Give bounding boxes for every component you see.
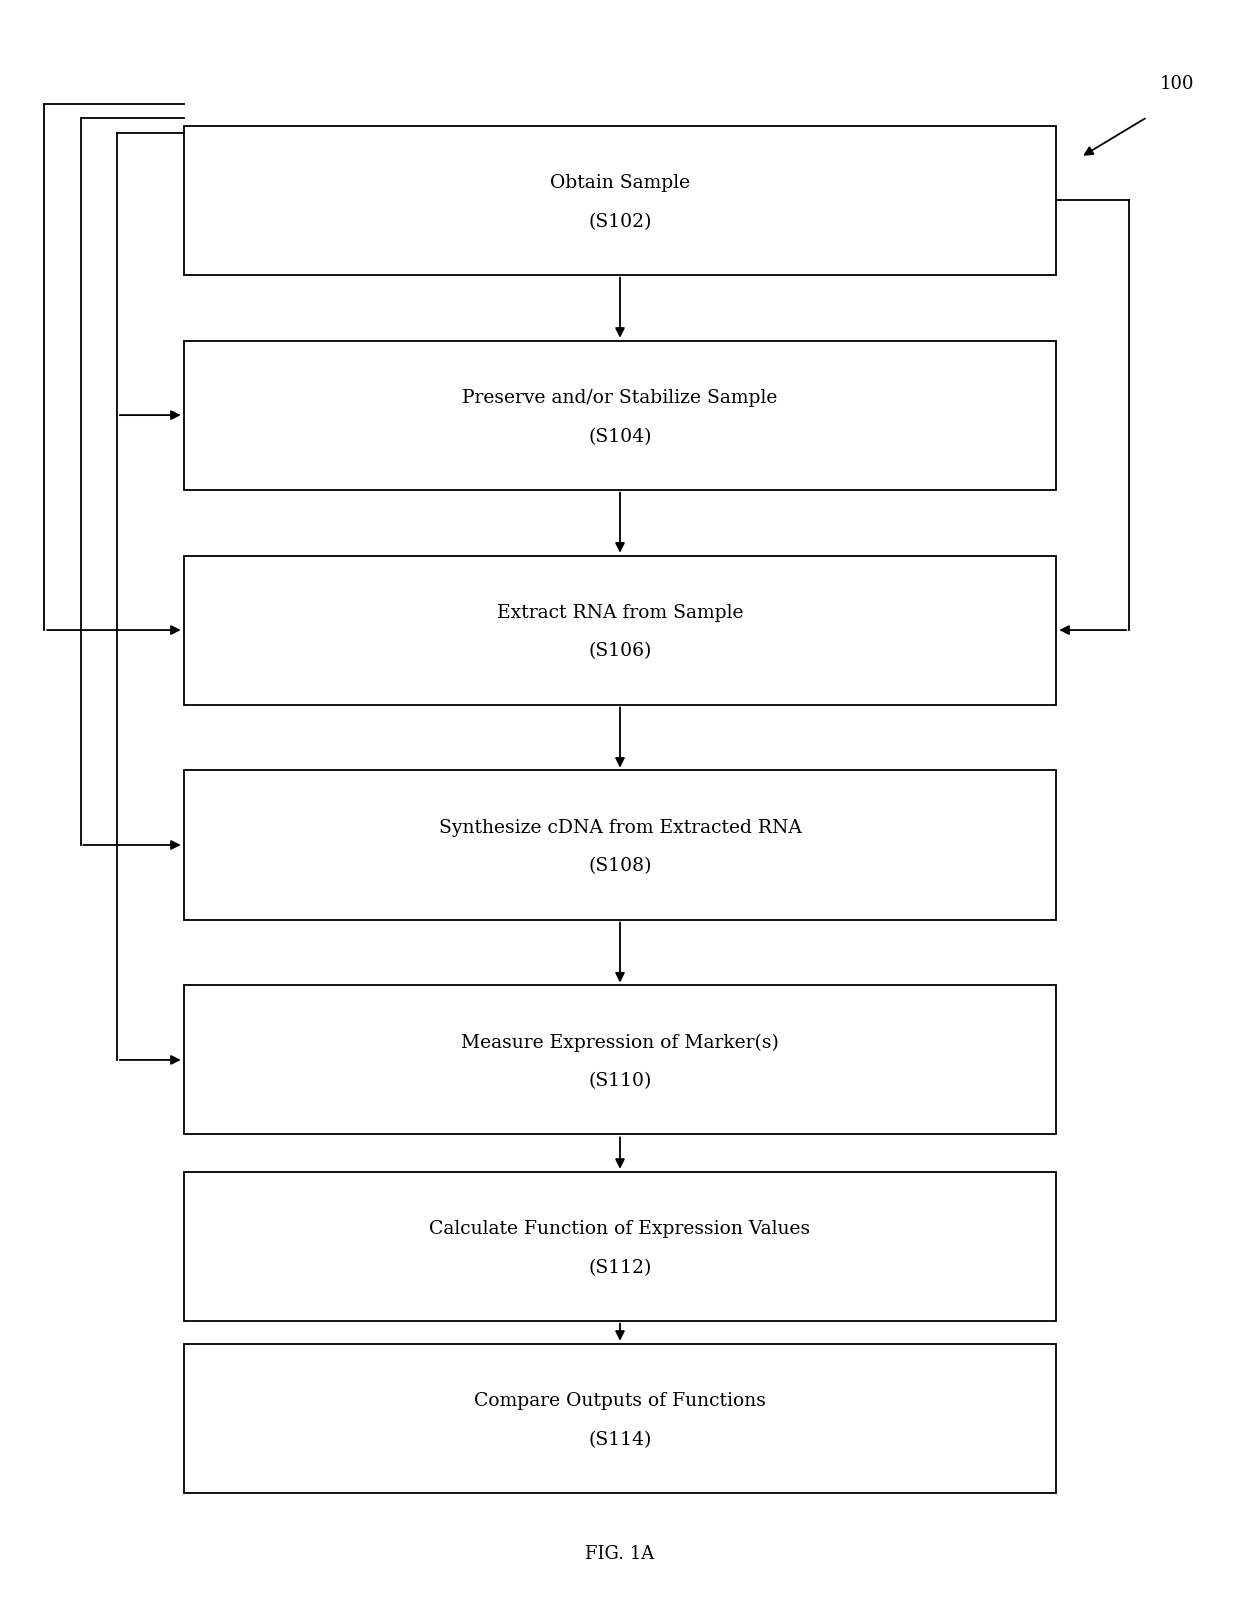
Bar [184,1171,1056,1320]
Text: (S108): (S108) [588,858,652,876]
Bar [184,985,1056,1134]
Text: (S114): (S114) [588,1431,652,1448]
Bar [184,555,1056,704]
Text: (S106): (S106) [588,643,652,661]
Text: (S110): (S110) [588,1073,652,1091]
Bar [184,125,1056,274]
Text: Obtain Sample: Obtain Sample [549,173,691,192]
Text: (S102): (S102) [588,213,652,231]
Text: Measure Expression of Marker(s): Measure Expression of Marker(s) [461,1033,779,1052]
Text: Calculate Function of Expression Values: Calculate Function of Expression Values [429,1221,811,1238]
Text: 100: 100 [1159,75,1194,93]
Bar [184,770,1056,919]
Text: FIG. 1A: FIG. 1A [585,1545,655,1564]
Text: (S112): (S112) [588,1259,652,1277]
Text: Preserve and/or Stabilize Sample: Preserve and/or Stabilize Sample [463,388,777,407]
Text: Synthesize cDNA from Extracted RNA: Synthesize cDNA from Extracted RNA [439,818,801,837]
Bar [184,1344,1056,1493]
Text: Compare Outputs of Functions: Compare Outputs of Functions [474,1392,766,1410]
Text: Extract RNA from Sample: Extract RNA from Sample [497,603,743,622]
Text: (S104): (S104) [588,428,652,446]
Bar [184,340,1056,489]
